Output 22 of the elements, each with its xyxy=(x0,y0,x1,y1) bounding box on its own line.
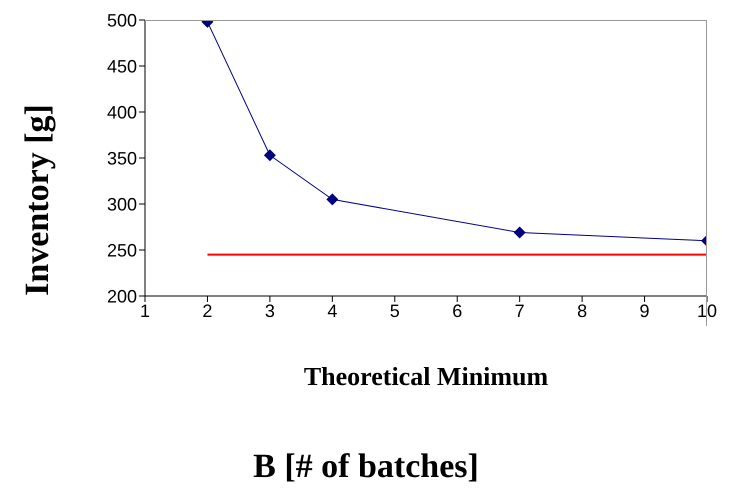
x-tick-label: 5 xyxy=(390,300,400,321)
x-axis-title: B [# of batches] xyxy=(252,448,480,486)
y-tick-label: 450 xyxy=(106,56,137,76)
x-tick-label: 9 xyxy=(640,300,650,321)
point xyxy=(264,149,276,162)
x-tick-label: 8 xyxy=(577,300,588,321)
y-tick-label: 200 xyxy=(106,286,137,306)
y-axis-title: Inventory [g] xyxy=(19,104,57,296)
y-tick-label: 500 xyxy=(106,10,137,30)
x-tick-label: 3 xyxy=(264,300,275,321)
y-tick-label: 400 xyxy=(106,102,137,122)
x-tick-label: 4 xyxy=(327,300,338,321)
point xyxy=(326,193,338,206)
x-tick-label: 1 xyxy=(140,300,150,321)
x-tick-label: 6 xyxy=(452,300,462,321)
y-tick-label: 350 xyxy=(106,148,137,168)
x-tick-label: 2 xyxy=(202,300,212,321)
x-tick-label: 10 xyxy=(696,300,718,321)
x-tick-label: 7 xyxy=(514,300,525,321)
y-tick-label: 300 xyxy=(106,194,137,214)
y-tick-label: 250 xyxy=(106,240,137,260)
text: Theoretical Minimum xyxy=(302,362,550,392)
